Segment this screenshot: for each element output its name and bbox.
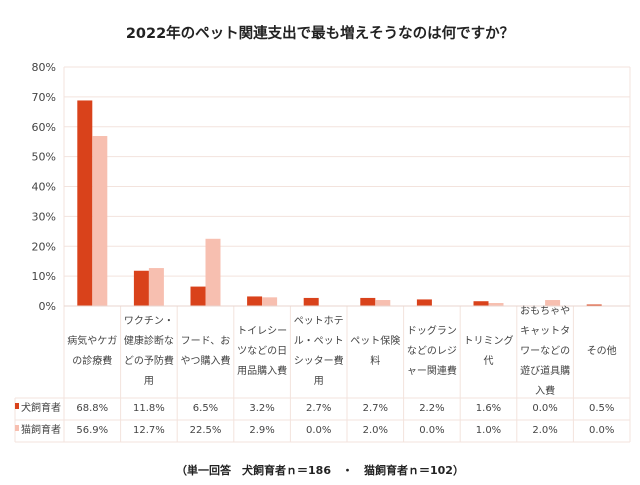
- y-tick-label: 0%: [39, 300, 56, 313]
- data-value: 1.6%: [475, 403, 502, 414]
- y-tick-label: 20%: [32, 240, 56, 253]
- data-value: 1.0%: [475, 425, 502, 436]
- data-value: 0.5%: [588, 403, 615, 414]
- bar-dog: [303, 297, 319, 306]
- category-label: ドッグランなどのレジャー関連費: [406, 326, 457, 377]
- category-label: ワクチン・健康診断などの予防費用: [123, 316, 174, 387]
- data-value: 11.8%: [133, 403, 165, 414]
- category-label: トイレシーツなどの日用品購入費: [237, 326, 288, 377]
- y-tick-label: 30%: [32, 210, 56, 223]
- data-value: 0.0%: [419, 425, 445, 436]
- bar-cat: [92, 136, 108, 306]
- legend-entry: 猫飼育者: [15, 420, 64, 442]
- category-label: ペットホテル・ペットシッター費用: [293, 316, 344, 387]
- bar-cat: [375, 300, 391, 306]
- y-tick-label: 60%: [32, 121, 56, 134]
- y-tick-label: 50%: [32, 151, 56, 164]
- data-value: 2.7%: [362, 403, 388, 414]
- category-label: ペット保険料: [350, 336, 401, 367]
- series-name: 犬飼育者: [21, 403, 61, 414]
- data-value: 2.0%: [362, 425, 388, 436]
- bar-dog: [416, 299, 432, 306]
- y-tick-label: 70%: [32, 91, 56, 104]
- bar-cat: [205, 238, 221, 306]
- bar-cat: [262, 297, 278, 306]
- bar-dog: [473, 301, 489, 306]
- data-value: 2.9%: [249, 425, 275, 436]
- data-value: 0.0%: [532, 403, 558, 414]
- category-label: トリミング代: [463, 336, 514, 367]
- category-label: 病気やケガの診療費: [67, 336, 118, 367]
- data-value: 68.8%: [76, 403, 109, 414]
- chart-title: 2022年のペット関連支出で最も増えそうなのは何ですか？: [125, 26, 515, 42]
- data-value: 2.7%: [305, 403, 332, 414]
- bar-dog: [586, 304, 602, 306]
- data-value: 2.2%: [419, 403, 445, 414]
- y-tick-label: 40%: [32, 181, 56, 194]
- legend-swatch: [15, 425, 19, 431]
- category-label: その他: [586, 346, 617, 357]
- data-value: 12.7%: [133, 425, 165, 436]
- data-value: 22.5%: [189, 425, 222, 436]
- footnote: （単一回答 犬飼育者ｎ＝186 ・ 猫飼育者ｎ＝102）: [176, 464, 464, 477]
- y-tick-label: 80%: [32, 61, 56, 74]
- bar-dog: [247, 296, 263, 306]
- data-value: 6.5%: [192, 403, 219, 414]
- data-value: 56.9%: [76, 425, 109, 436]
- bar-dog: [133, 270, 149, 306]
- legend-entry: 犬飼育者: [15, 398, 64, 420]
- data-value: 0.0%: [305, 425, 332, 436]
- bar-cat: [148, 268, 164, 306]
- series-name: 猫飼育者: [21, 425, 61, 436]
- data-value: 3.2%: [249, 403, 275, 414]
- category-label: フード、おやつ購入費: [180, 336, 231, 367]
- bar-cat: [488, 303, 504, 306]
- bar-cat: [545, 300, 561, 306]
- y-tick-label: 10%: [32, 270, 56, 283]
- data-value: 2.0%: [532, 425, 558, 436]
- legend-swatch: [15, 403, 19, 409]
- category-label: おもちゃやキャットタワーなどの遊び道具購入費: [520, 306, 571, 397]
- bar-dog: [190, 286, 206, 306]
- data-value: 0.0%: [588, 425, 615, 436]
- bar-dog: [77, 100, 93, 307]
- bar-dog: [360, 297, 376, 306]
